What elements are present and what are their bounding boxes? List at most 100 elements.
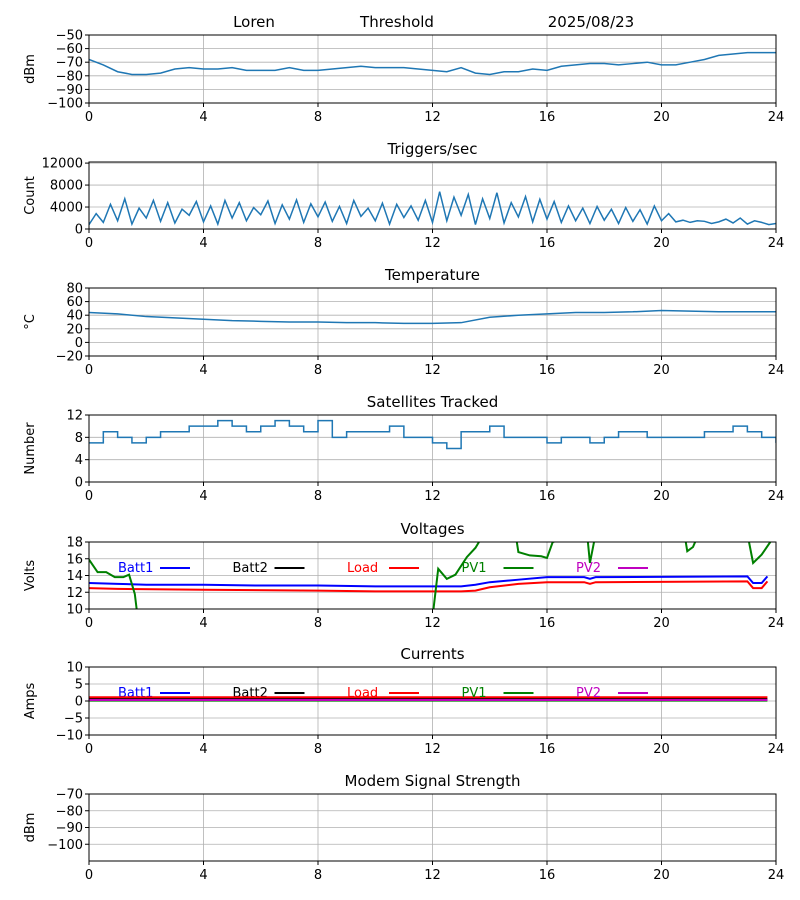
panel-title: Temperature — [384, 266, 480, 284]
x-tick-label: 16 — [539, 363, 556, 378]
series-line-triggers — [89, 191, 776, 227]
y-axis-label: Count — [23, 176, 38, 215]
y-axis-label: Number — [23, 422, 38, 475]
panel-title: Voltages — [400, 520, 464, 538]
y-axis-label: dBm — [23, 54, 38, 84]
x-tick-label: 16 — [539, 616, 556, 631]
y-tick-label: 5 — [75, 678, 83, 693]
y-tick-label: 4 — [75, 453, 83, 468]
y-tick-label: −70 — [56, 56, 83, 71]
y-axis-label: Volts — [23, 560, 38, 592]
x-tick-label: 8 — [314, 489, 322, 504]
y-tick-label: 8000 — [50, 179, 83, 194]
y-tick-label: 14 — [66, 569, 83, 584]
x-tick-label: 0 — [85, 489, 93, 504]
y-tick-label: −60 — [56, 42, 83, 57]
x-tick-label: 12 — [424, 363, 441, 378]
panel-title: Triggers/sec — [387, 140, 478, 158]
header-date: 2025/08/23 — [548, 13, 634, 31]
y-tick-label: 10 — [66, 661, 83, 676]
y-tick-label: 12 — [66, 409, 83, 424]
y-tick-label: 12000 — [42, 157, 83, 172]
x-tick-label: 24 — [768, 363, 785, 378]
legend-label: PV2 — [576, 686, 601, 701]
y-tick-label: −10 — [56, 729, 83, 744]
x-tick-label: 12 — [424, 489, 441, 504]
x-tick-label: 8 — [314, 616, 322, 631]
axes-frame — [88, 541, 777, 610]
x-tick-label: 20 — [653, 742, 670, 757]
legend-label: Load — [347, 686, 378, 701]
x-tick-label: 8 — [314, 110, 322, 125]
legend-label: Batt1 — [118, 561, 153, 576]
y-axis-label: Amps — [23, 682, 38, 719]
x-tick-label: 24 — [768, 236, 785, 251]
y-tick-label: −100 — [47, 838, 83, 853]
x-tick-label: 16 — [539, 742, 556, 757]
x-tick-label: 12 — [424, 742, 441, 757]
x-tick-label: 12 — [424, 110, 441, 125]
y-tick-label: 18 — [66, 536, 83, 551]
x-tick-label: 24 — [768, 489, 785, 504]
y-tick-label: 0 — [75, 336, 83, 351]
panel-satellites: 0 4 8 12 16 20 24 0 4 8 12 Satellites Tracked Number — [23, 393, 784, 504]
axes-frame — [88, 666, 777, 736]
axes-frame — [88, 161, 777, 230]
header-site: Loren — [233, 13, 275, 31]
x-tick-label: 4 — [199, 110, 207, 125]
legend-label: Batt2 — [233, 561, 268, 576]
series-line-batt1 — [89, 575, 769, 588]
x-tick-label: 24 — [768, 868, 785, 883]
x-tick-label: 12 — [424, 616, 441, 631]
y-tick-label: −90 — [56, 83, 83, 98]
y-tick-label: −100 — [47, 97, 83, 112]
panel-modem: 0 4 8 12 16 20 24 −100 −90 −80−70 Modem Signal Str… — [23, 772, 784, 883]
x-tick-label: 16 — [539, 489, 556, 504]
y-tick-label: 12 — [66, 586, 83, 601]
y-tick-label: 20 — [66, 322, 83, 337]
series-line-temperature — [89, 309, 776, 325]
legend-label: PV1 — [462, 561, 487, 576]
x-tick-label: 12 — [424, 868, 441, 883]
x-tick-label: 8 — [314, 868, 322, 883]
x-tick-label: 4 — [199, 363, 207, 378]
y-tick-label: 60 — [66, 295, 83, 310]
x-tick-label: 0 — [85, 363, 93, 378]
panel-triggers: 0 4 8 12 16 20 24 0 4000 8000 12000 Triggers/sec Cou… — [23, 140, 784, 251]
x-tick-label: 8 — [314, 363, 322, 378]
x-tick-label: 4 — [199, 868, 207, 883]
y-tick-label: 0 — [75, 476, 83, 491]
y-tick-label: 16 — [66, 552, 83, 567]
y-tick-label: −90 — [56, 821, 83, 836]
y-tick-label: 80 — [66, 282, 83, 297]
y-tick-label: 8 — [75, 431, 83, 446]
y-tick-label: −50 — [56, 29, 83, 44]
y-axis-label: dBm — [23, 813, 38, 843]
legend-label: PV1 — [462, 686, 487, 701]
y-tick-label: −20 — [56, 350, 83, 365]
y-tick-label: −5 — [64, 712, 83, 727]
y-tick-label: 10 — [66, 603, 83, 618]
axes-frame — [88, 287, 777, 357]
x-tick-label: 16 — [539, 236, 556, 251]
series-line-pv1 — [89, 542, 772, 609]
x-tick-label: 12 — [424, 236, 441, 251]
x-tick-label: 0 — [85, 110, 93, 125]
header-label: Threshold — [359, 13, 434, 31]
x-tick-label: 24 — [768, 616, 785, 631]
legend-label: Batt2 — [233, 686, 268, 701]
y-tick-label: 0 — [75, 695, 83, 710]
x-tick-label: 20 — [653, 616, 670, 631]
x-tick-label: 8 — [314, 742, 322, 757]
legend-label: Load — [347, 561, 378, 576]
y-tick-label: −80 — [56, 69, 83, 84]
legend-label: PV2 — [576, 561, 601, 576]
y-tick-label: 40 — [66, 309, 83, 324]
x-tick-label: 20 — [653, 236, 670, 251]
x-tick-label: 20 — [653, 363, 670, 378]
axes-frame — [88, 793, 777, 862]
series-line-load — [89, 580, 769, 593]
x-tick-label: 0 — [85, 742, 93, 757]
x-tick-label: 16 — [539, 110, 556, 125]
